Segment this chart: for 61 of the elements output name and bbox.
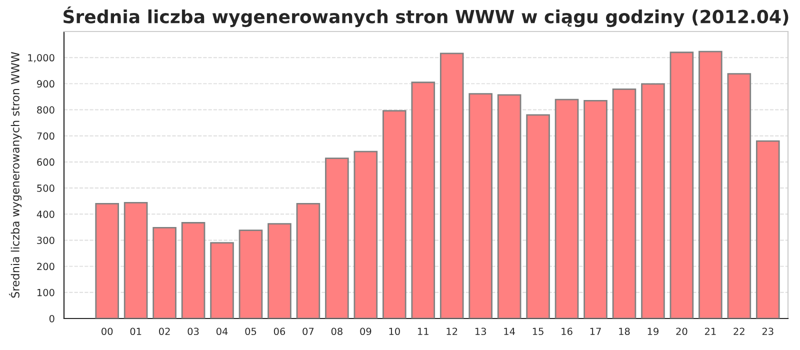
- y-tick-label: 100: [37, 288, 54, 296]
- x-tick-label: 17: [590, 328, 601, 335]
- x-tick-label: 18: [619, 328, 630, 336]
- bar: [296, 203, 320, 318]
- bar: [497, 94, 522, 318]
- y-tick-label: 600: [37, 158, 54, 166]
- bar: [670, 52, 694, 318]
- bar: [152, 227, 176, 318]
- y-tick-label: 200: [37, 262, 54, 270]
- x-tick-label: 23: [762, 328, 774, 336]
- bar: [382, 110, 406, 318]
- x-tick-label: 22: [734, 328, 744, 335]
- y-tick-label: 500: [37, 184, 54, 192]
- x-tick-label: 14: [504, 328, 515, 335]
- x-tick-label: 10: [389, 328, 400, 336]
- bar: [698, 50, 722, 318]
- chart-title: Średnia liczba wygenerowanych stron WWW w ciągu godziny (2012.04): [64, 6, 788, 28]
- x-tick-label: 20: [676, 328, 688, 336]
- x-tick-label: 02: [159, 328, 170, 336]
- bar: [440, 52, 464, 318]
- x-tick-label: 15: [532, 328, 544, 336]
- bar: [124, 202, 148, 318]
- bar: [181, 222, 206, 318]
- bar: [354, 150, 378, 318]
- bar: [468, 93, 492, 318]
- x-tick-label: 13: [475, 328, 486, 336]
- y-tick-label: 0: [49, 314, 54, 322]
- y-tick-label: 1,000: [28, 54, 54, 62]
- y-tick-label: 400: [36, 210, 54, 218]
- x-tick-label: 07: [302, 328, 314, 336]
- bar: [641, 83, 665, 318]
- bar: [756, 140, 780, 318]
- x-tick-label: 05: [245, 328, 256, 336]
- x-tick-label: 04: [216, 328, 228, 336]
- bar: [95, 203, 119, 318]
- y-tick-label: 700: [37, 132, 54, 140]
- x-tick-label: 21: [704, 328, 716, 335]
- x-tick-label: 19: [648, 328, 658, 336]
- bar: [526, 114, 550, 318]
- x-tick-label: 09: [360, 328, 372, 336]
- bar: [612, 88, 636, 318]
- y-tick-label: 800: [37, 106, 54, 114]
- bar: [325, 158, 349, 318]
- x-tick-label: 01: [130, 328, 142, 336]
- x-tick-label: 06: [274, 328, 286, 336]
- bar: [411, 82, 436, 318]
- x-tick-label: 16: [562, 328, 572, 336]
- x-tick-label: 00: [102, 328, 113, 336]
- y-axis-title: Średnia liczba wygenerowanych stron WWW: [8, 52, 22, 298]
- bar: [268, 223, 292, 318]
- bar: [584, 100, 608, 318]
- x-tick-label: 12: [446, 328, 458, 335]
- x-tick-label: 08: [331, 328, 342, 336]
- x-tick-label: 03: [188, 328, 199, 336]
- bar: [238, 230, 263, 318]
- y-tick-label: 300: [37, 236, 54, 244]
- x-tick-label: 11: [418, 328, 428, 335]
- bar: [210, 242, 234, 318]
- bar: [554, 98, 579, 318]
- y-tick-label: 900: [37, 80, 54, 88]
- bar: [727, 73, 752, 318]
